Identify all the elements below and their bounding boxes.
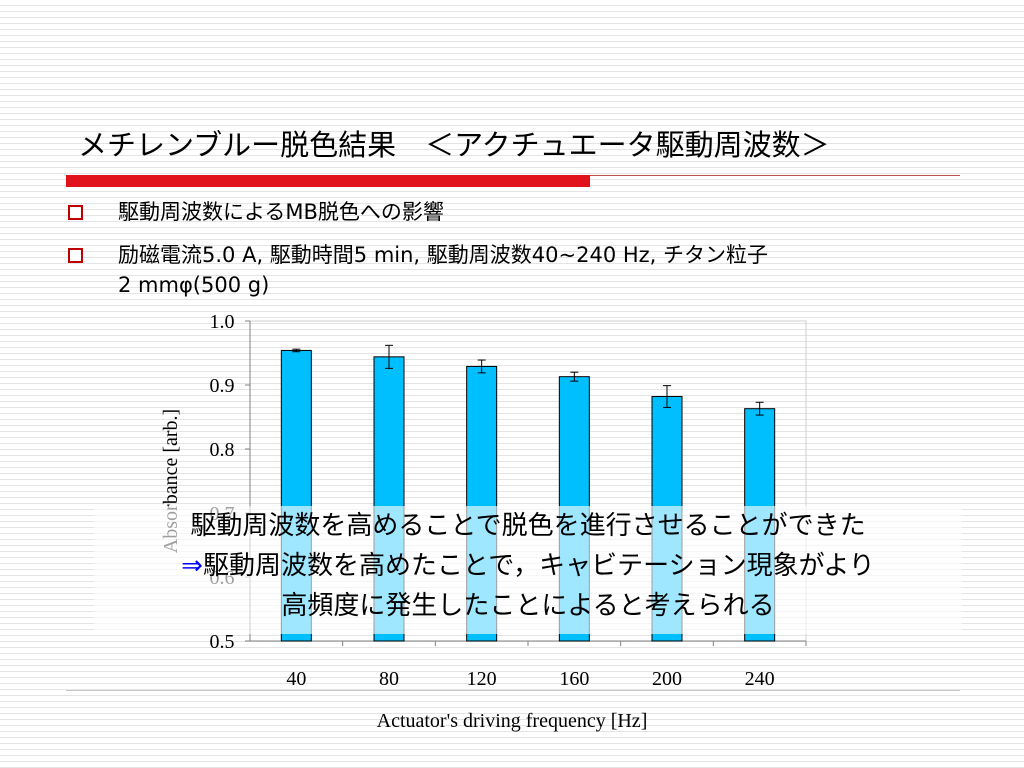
error-bar [570, 371, 579, 382]
bullet-item-1: 駆動周波数によるMB脱色への影響 [68, 197, 958, 227]
error-bar [663, 385, 671, 408]
x-tick-label: 40 [286, 668, 307, 690]
x-tick-label: 240 [744, 668, 775, 690]
bullet-item-2: 励磁電流5.0 A, 駆動時間5 min, 駆動周波数40~240 Hz, チタ… [68, 240, 958, 300]
error-bars [292, 344, 764, 416]
bottom-divider [66, 690, 960, 691]
bullet-text: 駆動周波数によるMB脱色への影響 [118, 200, 444, 224]
y-tick-label: 0.9 [210, 375, 235, 397]
x-tick-label: 160 [559, 668, 590, 690]
error-bar [477, 359, 486, 374]
implies-arrow-icon: ⇒ [181, 551, 203, 581]
square-bullet-icon [68, 248, 83, 263]
error-bar [292, 348, 301, 353]
x-tick-label: 120 [466, 668, 497, 690]
conclusion-line-2: ⇒駆動周波数を高めたことで，キャビテーション現象がより [94, 546, 962, 586]
slide-title: メチレンブルー脱色結果 ＜アクチュエータ駆動周波数＞ [78, 128, 830, 162]
conclusion-line-3: 高頻度に発生したことによると考えられる [281, 591, 775, 621]
error-bar [755, 401, 764, 416]
conclusion-line-2-text: 駆動周波数を高めたことで，キャビテーション現象がより [202, 551, 875, 581]
conclusion-callout: 駆動周波数を高めることで脱色を進行させることができた ⇒駆動周波数を高めたことで… [94, 506, 962, 634]
bullet-text-line1: 励磁電流5.0 A, 駆動時間5 min, 駆動周波数40~240 Hz, チタ… [118, 243, 769, 267]
title-accent-bar [66, 175, 590, 187]
error-bar [385, 344, 393, 369]
x-tick-label: 200 [652, 668, 682, 690]
x-axis-label: Actuator's driving frequency [Hz] [376, 710, 648, 732]
conclusion-line-1: 駆動周波数を高めることで脱色を進行させることができた [190, 511, 866, 541]
square-bullet-icon [68, 205, 83, 220]
y-tick-label: 0.8 [210, 439, 235, 461]
y-tick-label: 0.5 [210, 631, 235, 653]
x-tick-label: 80 [379, 668, 399, 690]
y-tick-label: 1.0 [210, 311, 235, 333]
bullet-text-line2: 2 mmφ(500 g) [118, 273, 270, 297]
